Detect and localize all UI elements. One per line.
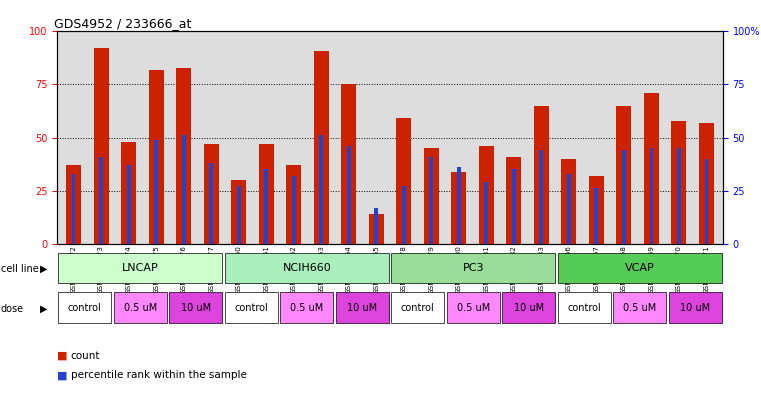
Text: 10 uM: 10 uM: [180, 303, 211, 312]
Text: 10 uM: 10 uM: [347, 303, 377, 312]
Bar: [264, 169, 268, 244]
Bar: [66, 165, 81, 244]
Bar: [121, 142, 136, 244]
Bar: [231, 180, 247, 244]
Bar: [479, 146, 494, 244]
Bar: [114, 292, 167, 323]
Text: control: control: [568, 303, 601, 312]
Bar: [209, 163, 213, 244]
Bar: [424, 148, 439, 244]
Bar: [485, 182, 489, 244]
Bar: [457, 167, 460, 244]
Text: ▶: ▶: [40, 264, 48, 274]
Bar: [616, 106, 632, 244]
Bar: [402, 186, 406, 244]
Bar: [99, 157, 103, 244]
Bar: [533, 106, 549, 244]
Bar: [59, 292, 111, 323]
Bar: [622, 150, 626, 244]
Text: control: control: [68, 303, 102, 312]
Bar: [259, 144, 274, 244]
Bar: [225, 292, 278, 323]
Text: ▶: ▶: [40, 303, 48, 314]
Bar: [280, 292, 333, 323]
Bar: [182, 136, 186, 244]
Bar: [154, 140, 158, 244]
Bar: [558, 292, 610, 323]
Bar: [127, 165, 130, 244]
Text: control: control: [401, 303, 435, 312]
Bar: [396, 118, 412, 244]
Text: 10 uM: 10 uM: [680, 303, 710, 312]
Text: 10 uM: 10 uM: [514, 303, 544, 312]
Bar: [59, 253, 222, 283]
Bar: [368, 214, 384, 244]
Bar: [391, 253, 555, 283]
Text: 0.5 uM: 0.5 uM: [623, 303, 656, 312]
Text: GDS4952 / 233666_at: GDS4952 / 233666_at: [54, 17, 191, 30]
Bar: [562, 159, 576, 244]
Text: VCAP: VCAP: [625, 263, 654, 273]
Text: control: control: [234, 303, 268, 312]
Text: ■: ■: [57, 370, 68, 380]
Bar: [291, 176, 295, 244]
Bar: [347, 146, 351, 244]
Bar: [705, 159, 708, 244]
Bar: [512, 169, 516, 244]
Bar: [286, 165, 301, 244]
Text: LNCAP: LNCAP: [122, 263, 159, 273]
Bar: [451, 171, 466, 244]
Text: PC3: PC3: [463, 263, 484, 273]
Text: cell line: cell line: [1, 264, 39, 274]
Bar: [540, 150, 543, 244]
Bar: [669, 292, 721, 323]
Bar: [447, 292, 500, 323]
Bar: [594, 189, 598, 244]
Text: count: count: [71, 351, 100, 361]
Bar: [225, 253, 389, 283]
Bar: [314, 51, 329, 244]
Bar: [94, 48, 109, 244]
Bar: [506, 157, 521, 244]
Bar: [336, 292, 389, 323]
Text: percentile rank within the sample: percentile rank within the sample: [71, 370, 247, 380]
Text: ■: ■: [57, 351, 68, 361]
Text: NCIH660: NCIH660: [282, 263, 331, 273]
Bar: [72, 174, 75, 244]
Bar: [148, 70, 164, 244]
Bar: [204, 144, 218, 244]
Bar: [677, 148, 681, 244]
Bar: [429, 157, 433, 244]
Bar: [650, 148, 653, 244]
Bar: [320, 136, 323, 244]
Bar: [613, 292, 666, 323]
Bar: [502, 292, 555, 323]
Bar: [644, 93, 659, 244]
Bar: [558, 253, 721, 283]
Text: dose: dose: [1, 303, 24, 314]
Bar: [589, 176, 604, 244]
Bar: [391, 292, 444, 323]
Bar: [671, 121, 686, 244]
Bar: [176, 68, 191, 244]
Bar: [170, 292, 222, 323]
Bar: [567, 174, 571, 244]
Bar: [237, 186, 240, 244]
Bar: [341, 84, 356, 244]
Text: 0.5 uM: 0.5 uM: [124, 303, 157, 312]
Bar: [699, 123, 714, 244]
Text: 0.5 uM: 0.5 uM: [290, 303, 323, 312]
Bar: [374, 208, 378, 244]
Text: 0.5 uM: 0.5 uM: [457, 303, 490, 312]
